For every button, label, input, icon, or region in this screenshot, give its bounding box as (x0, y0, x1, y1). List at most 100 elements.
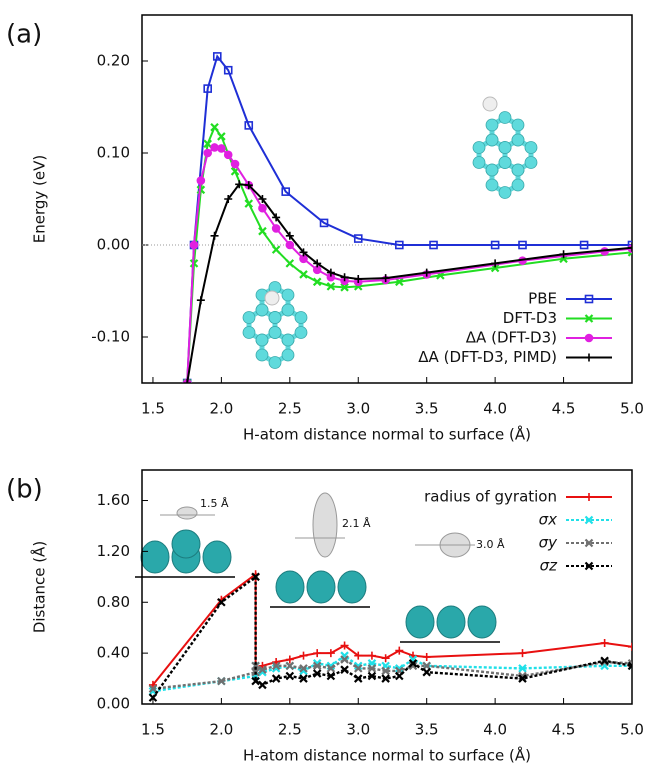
atom (525, 157, 537, 169)
y-tick-label: 0.20 (97, 52, 130, 70)
marker (273, 246, 280, 253)
marker (211, 144, 218, 151)
marker (382, 654, 390, 662)
y-tick-label: 0.40 (97, 644, 130, 662)
atom (512, 164, 524, 176)
legend-label: PBE (528, 290, 557, 308)
marker (191, 242, 198, 249)
legend-marker (585, 493, 593, 501)
h-cloud (313, 493, 337, 557)
h-atom (483, 97, 497, 111)
sphere (468, 606, 496, 638)
atom (525, 142, 537, 154)
atom (486, 134, 498, 146)
y-tick-label: 0.80 (97, 593, 130, 611)
molecule (473, 97, 537, 199)
x-tick-label: 2.0 (209, 721, 233, 739)
y-tick-label: 0.00 (97, 695, 130, 713)
atom (282, 334, 294, 346)
x-tick-label: 1.5 (141, 721, 165, 739)
atom (269, 327, 281, 339)
atom (499, 157, 511, 169)
atom (256, 334, 268, 346)
panel-label: (a) (6, 20, 42, 50)
atom (499, 112, 511, 124)
marker (286, 260, 293, 267)
atom (512, 134, 524, 146)
x-tick-label: 4.5 (552, 400, 576, 418)
atom (512, 179, 524, 191)
marker (519, 649, 527, 657)
marker (368, 652, 376, 660)
x-tick-label: 4.5 (552, 721, 576, 739)
x-tick-label: 2.0 (209, 400, 233, 418)
marker (197, 177, 204, 184)
marker (197, 296, 205, 304)
x-tick-label: 3.0 (346, 400, 370, 418)
y-axis-label: Distance (Å) (30, 541, 49, 633)
atom (486, 179, 498, 191)
plot-area (149, 570, 636, 701)
atom (243, 312, 255, 324)
marker (286, 242, 293, 249)
x-tick-label: 2.5 (278, 721, 302, 739)
marker (218, 145, 225, 152)
atom (473, 157, 485, 169)
h-atom (265, 291, 279, 305)
y-tick-label: 0.10 (97, 144, 130, 162)
h-cloud (177, 507, 197, 519)
marker (259, 228, 266, 235)
atom (486, 119, 498, 131)
marker (300, 271, 307, 278)
legend-label: radius of gyration (424, 488, 557, 506)
atom (256, 304, 268, 316)
atom (295, 327, 307, 339)
legend-label: DFT-D3 (503, 309, 557, 327)
atom (269, 312, 281, 324)
x-tick-label: 5.0 (620, 400, 644, 418)
marker (423, 653, 431, 661)
marker (286, 673, 293, 680)
legend-marker (585, 354, 593, 362)
marker (204, 150, 211, 157)
sphere (437, 606, 465, 638)
marker (211, 232, 219, 240)
marker (259, 205, 266, 212)
plot-frame (142, 15, 632, 383)
marker (300, 652, 308, 660)
x-axis-label: H-atom distance normal to surface (Å) (243, 746, 531, 764)
atom (243, 327, 255, 339)
panel-label: (b) (6, 475, 43, 505)
atom (512, 119, 524, 131)
series-line (153, 656, 632, 692)
y-tick-label: 1.20 (97, 542, 130, 560)
atom (499, 142, 511, 154)
x-tick-label: 3.0 (346, 721, 370, 739)
atom (256, 349, 268, 361)
figure: (a) Energy (eV) H-atom distance normal to … (0, 0, 648, 764)
x-tick-label: 4.0 (483, 400, 507, 418)
atom (499, 187, 511, 199)
atom (269, 357, 281, 369)
annotation: 3.0 Å (476, 538, 505, 551)
atom (282, 349, 294, 361)
legend-label: σx (539, 511, 558, 529)
annotation: 2.1 Å (342, 517, 371, 530)
y-tick-label: 1.60 (97, 491, 130, 509)
marker (327, 649, 335, 657)
marker (396, 673, 403, 680)
atom (282, 289, 294, 301)
atom (295, 312, 307, 324)
legend-label: σz (540, 557, 559, 575)
marker (313, 649, 321, 657)
y-axis-label: Energy (eV) (31, 155, 49, 243)
marker (225, 151, 232, 158)
y-tick-label: -0.10 (91, 328, 130, 346)
x-tick-label: 1.5 (141, 400, 165, 418)
atom (486, 164, 498, 176)
y-tick-label: 0.00 (97, 236, 130, 254)
marker (601, 639, 609, 647)
sphere (203, 541, 231, 573)
atom (282, 304, 294, 316)
sphere (141, 541, 169, 573)
